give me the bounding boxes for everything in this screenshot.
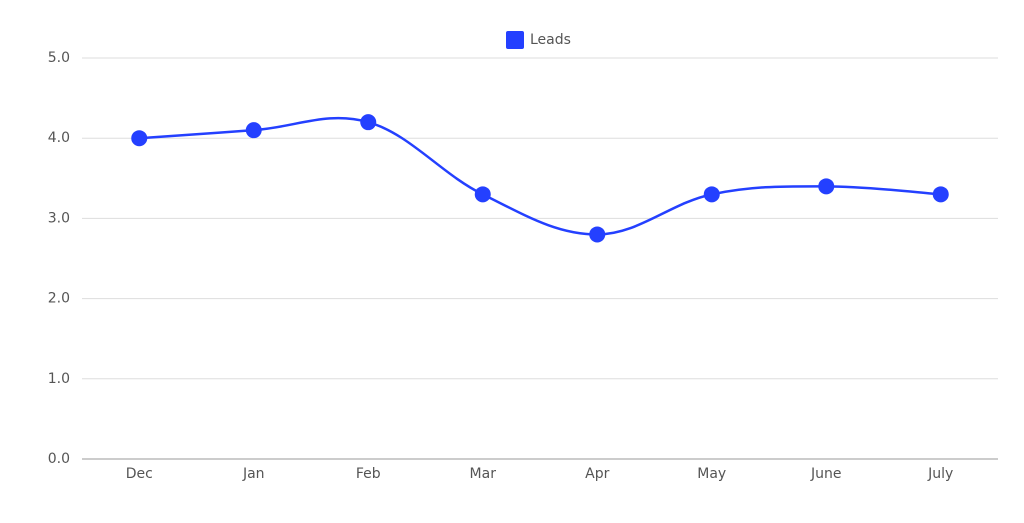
point (932, 186, 949, 203)
point (818, 178, 835, 195)
x-tick-label: May (697, 466, 726, 482)
x-tick-label: Apr (585, 466, 609, 482)
x-tick-label: Feb (356, 466, 381, 482)
y-tick-label: 1.0 (48, 371, 70, 387)
x-tick-label: Mar (470, 466, 497, 482)
x-tick-label: Jan (242, 466, 265, 482)
point (703, 186, 720, 203)
point (360, 114, 377, 131)
y-tick-label: 2.0 (48, 291, 70, 307)
point (589, 226, 606, 243)
point (131, 130, 148, 147)
point (474, 186, 491, 203)
legend-swatch (506, 31, 524, 49)
legend-label: Leads (530, 32, 571, 48)
x-tick-label: July (927, 466, 953, 482)
x-tick-label: Dec (126, 466, 153, 482)
line (139, 116, 941, 236)
y-tick-label: 0.0 (48, 451, 70, 467)
point (245, 122, 262, 139)
y-tick-label: 5.0 (48, 50, 70, 66)
x-tick-label: June (810, 466, 842, 482)
y-tick-label: 3.0 (48, 210, 70, 226)
y-tick-label: 4.0 (48, 130, 70, 146)
